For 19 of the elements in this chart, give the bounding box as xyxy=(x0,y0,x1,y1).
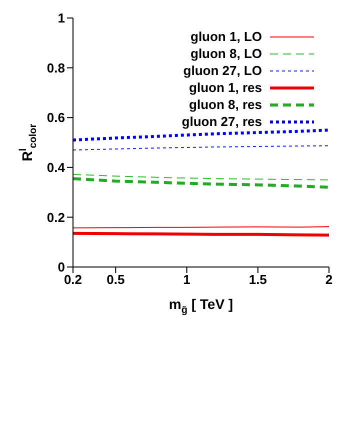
y-tick-label: 0.2 xyxy=(46,210,65,225)
x-tick-label: 1.5 xyxy=(248,272,267,288)
x-tick-label: 0.5 xyxy=(106,272,125,288)
y-tick-label: 1 xyxy=(58,10,65,26)
y-tick-label: 0.8 xyxy=(46,60,65,76)
legend-label: gluon 27, res xyxy=(182,114,262,129)
x-tick-label: 1 xyxy=(183,272,190,288)
x-tick-label: 2 xyxy=(325,272,333,288)
legend-label: gluon 1, LO xyxy=(190,29,262,44)
y-tick-label: 0 xyxy=(58,260,65,275)
legend-label: gluon 27, LO xyxy=(183,63,262,78)
line-series xyxy=(73,177,329,189)
legend-label: gluon 8, res xyxy=(189,97,262,112)
y-tick-label: 0.4 xyxy=(46,160,66,176)
legend-label: gluon 1, res xyxy=(189,80,262,95)
legend-label: gluon 8, LO xyxy=(190,46,262,61)
y-tick-label: 0.6 xyxy=(46,110,65,126)
line-series xyxy=(73,128,329,142)
x-axis-title: m$_{g̃}$ [ TeV ] xyxy=(168,296,234,316)
